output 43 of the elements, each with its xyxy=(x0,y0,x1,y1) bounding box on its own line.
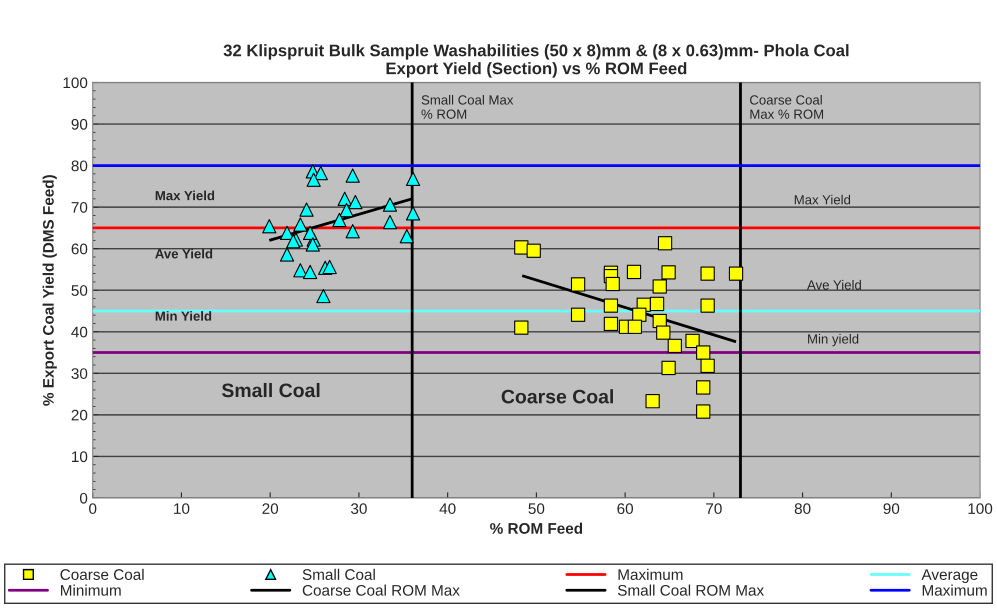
y-tick-label: 30 xyxy=(71,368,88,380)
legend-label: Small Coal xyxy=(302,568,375,580)
y-tick-label: 90 xyxy=(72,118,88,130)
legend-label: Average xyxy=(922,569,978,584)
annotation: Max Yield xyxy=(794,194,850,204)
x-tick-label: 40 xyxy=(440,503,456,514)
y-tick-label: 20 xyxy=(72,410,88,421)
x-tick-label: 90 xyxy=(884,503,900,514)
y-tick-label: 60 xyxy=(72,244,88,254)
legend-label: Coarse Coal xyxy=(60,568,144,580)
x-tick-label: 0 xyxy=(89,503,96,514)
chart-title: 32 Klipspruit Bulk Sample Washabilities (50 x 8)mm & (8 x 0.63)mm- Phola Coal Export Yield (Section) vs % ROM Feed xyxy=(224,44,848,78)
y-tick-label: 100 xyxy=(64,77,88,88)
x-tick-label: 30 xyxy=(351,503,367,514)
legend-label: Maximum xyxy=(618,568,682,580)
annotation: Ave Yield xyxy=(807,280,861,290)
y-tick-label: 70 xyxy=(72,202,88,213)
annotation: Coarse Coal Max % ROM xyxy=(750,94,824,119)
x-tick-label: 50 xyxy=(528,503,544,514)
x-tick-label: 10 xyxy=(174,503,190,514)
annotation: Min Yield xyxy=(156,311,212,321)
x-tick-label: 70 xyxy=(706,503,722,514)
annotation: Ave Yield xyxy=(155,248,212,258)
y-axis-title: % Export Coal Yield (DMS Feed) xyxy=(42,175,57,406)
x-tick-label: 80 xyxy=(794,503,810,514)
y-tick-label: 0 xyxy=(80,492,88,504)
annotation: Max Yield xyxy=(156,190,214,200)
legend-label: Minimum xyxy=(60,584,121,596)
annotation: Min yield xyxy=(808,334,858,346)
x-tick-label: 60 xyxy=(617,503,634,514)
legend-label: Small Coal ROM Max xyxy=(618,584,764,596)
y-tick-label: 40 xyxy=(71,326,88,338)
annotation: Small Coal Max % ROM xyxy=(422,94,514,119)
annotation: Small Coal xyxy=(222,382,320,398)
legend-label: Coarse Coal ROM Max xyxy=(302,584,460,596)
annotation: Coarse Coal xyxy=(502,389,613,404)
y-tick-label: 80 xyxy=(72,160,88,172)
x-axis-title: % ROM Feed xyxy=(490,522,582,534)
y-tick-label: 50 xyxy=(71,285,88,296)
x-tick-label: 100 xyxy=(968,503,992,514)
legend-label: Maximum xyxy=(922,584,987,596)
x-tick-label: 20 xyxy=(262,503,278,514)
y-tick-label: 10 xyxy=(72,451,88,462)
